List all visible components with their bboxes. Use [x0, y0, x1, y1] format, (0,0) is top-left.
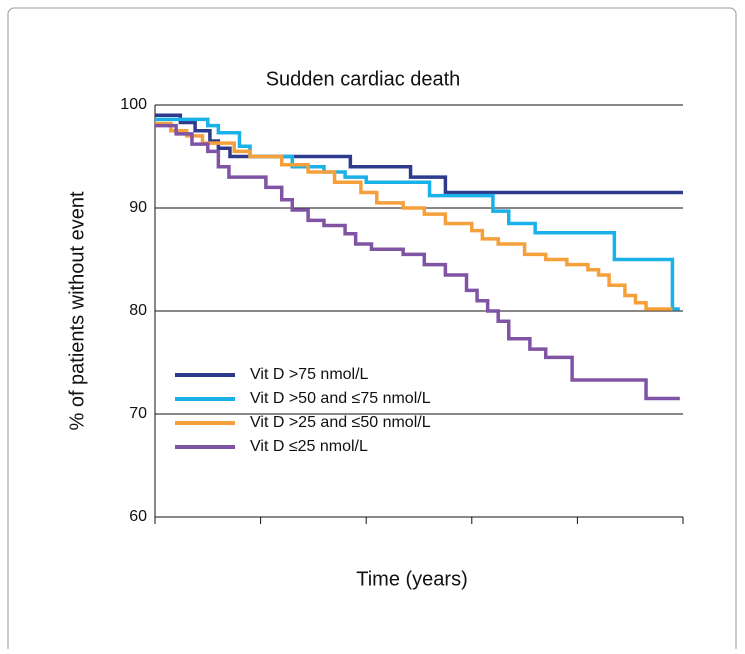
- chart-title: Sudden cardiac death: [266, 68, 461, 90]
- legend-label: Vit D >50 and ≤75 nmol/L: [250, 390, 431, 407]
- y-tick-label: 70: [129, 405, 147, 422]
- km-curve: [155, 121, 673, 311]
- legend-label: Vit D >75 nmol/L: [250, 366, 369, 383]
- km-curve: [155, 113, 683, 195]
- y-tick-label: 60: [129, 508, 147, 525]
- y-axis-label: % of patients without event: [66, 191, 88, 430]
- legend-label: Vit D ≤25 nmol/L: [250, 438, 368, 455]
- x-axis-label: Time (years): [356, 568, 467, 590]
- km-curve: [155, 117, 680, 311]
- legend-label: Vit D >25 and ≤50 nmol/L: [250, 414, 431, 431]
- y-tick-label: 100: [120, 96, 147, 113]
- km-curve: [155, 123, 680, 401]
- y-tick-label: 90: [129, 199, 147, 216]
- y-tick-label: 80: [129, 302, 147, 319]
- frame: [7, 7, 737, 654]
